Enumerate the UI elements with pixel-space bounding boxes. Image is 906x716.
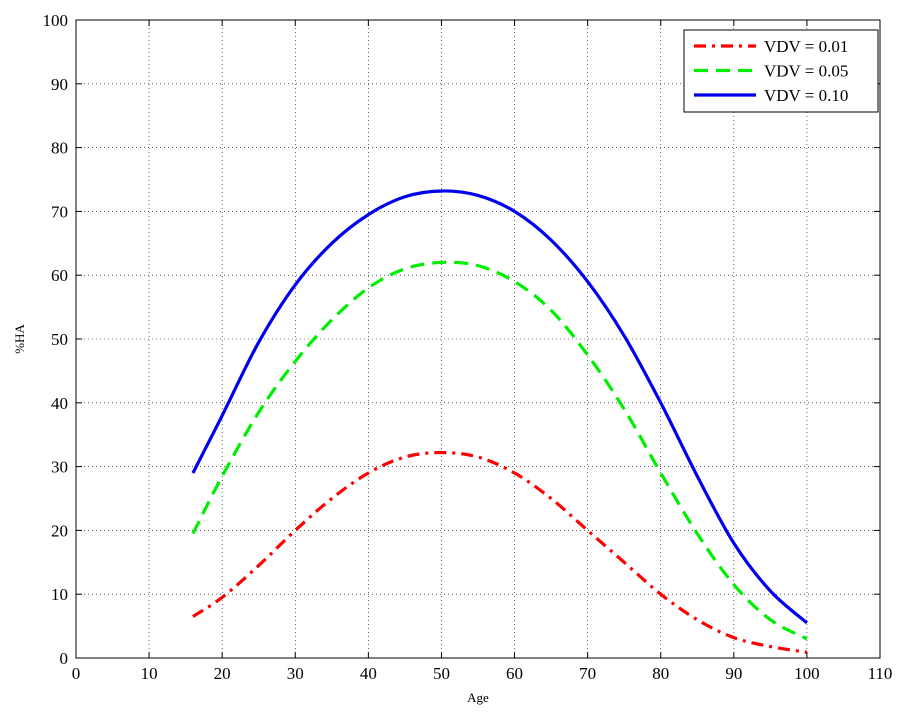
y-tick-label: 80: [51, 139, 68, 158]
y-tick-label: 100: [43, 11, 69, 30]
x-tick-label: 40: [360, 664, 377, 683]
legend-label-2: VDV = 0.05: [764, 62, 848, 81]
x-tick-label: 80: [652, 664, 669, 683]
y-tick-label: 20: [51, 521, 68, 540]
legend-label-3: VDV = 0.10: [764, 86, 848, 105]
x-tick-label: 90: [725, 664, 742, 683]
x-tick-label: 10: [141, 664, 158, 683]
y-tick-label: 50: [51, 330, 68, 349]
x-tick-label: 60: [506, 664, 523, 683]
legend-label-1: VDV = 0.01: [764, 37, 848, 56]
y-tick-label: 30: [51, 458, 68, 477]
series-line-2: [191, 260, 808, 641]
series-line-3: [191, 189, 808, 625]
series-line-1: [192, 450, 808, 654]
y-tick-label: 10: [51, 585, 68, 604]
y-axis-title: %HA: [12, 324, 27, 354]
x-axis-title: Age: [467, 690, 489, 705]
x-tick-label: 30: [287, 664, 304, 683]
y-tick-label: 90: [51, 75, 68, 94]
ticks: 0 10 20 30 40 50 60 70 80 90 100 110 0 10 20 30 40 50 60 70…: [43, 11, 893, 683]
y-tick-label: 40: [51, 394, 68, 413]
x-tick-label: 70: [579, 664, 596, 683]
x-tick-label: 0: [72, 664, 81, 683]
x-tick-label: 100: [794, 664, 820, 683]
legend: VDV = 0.01 VDV = 0.05 VDV = 0.10: [683, 29, 879, 113]
x-tick-label: 110: [868, 664, 893, 683]
y-tick-label: 70: [51, 202, 68, 221]
x-tick-label: 50: [433, 664, 450, 683]
y-tick-label: 60: [51, 266, 68, 285]
series-group: [191, 189, 808, 654]
plot-background: [76, 20, 880, 658]
y-tick-label: 0: [60, 649, 69, 668]
x-tick-label: 20: [214, 664, 231, 683]
